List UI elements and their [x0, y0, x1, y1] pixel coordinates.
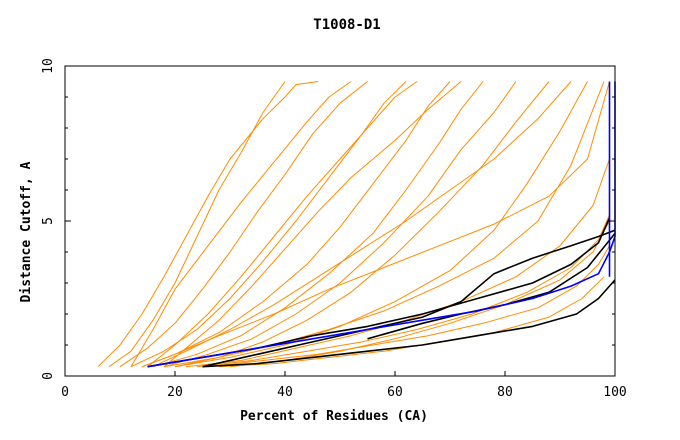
- x-tick-label: 60: [387, 385, 403, 400]
- chart-title: T1008-D1: [313, 17, 380, 33]
- orange-series-line: [174, 81, 588, 368]
- y-tick-label: 5: [41, 217, 56, 225]
- orange-series-line: [152, 81, 572, 368]
- orange-series-line: [130, 81, 352, 367]
- black-series-line: [202, 279, 616, 368]
- x-tick-label: 100: [603, 385, 626, 400]
- plot-frame: [64, 65, 616, 377]
- orange-series-line: [163, 81, 605, 368]
- orange-series-line: [163, 81, 462, 368]
- orange-series-line: [147, 81, 418, 368]
- orange-series-line: [130, 81, 407, 368]
- y-axis-label: Distance Cutoff, A: [19, 161, 34, 302]
- orange-series-line: [141, 81, 451, 368]
- orange-series-line: [207, 245, 610, 368]
- orange-series-line: [229, 220, 610, 368]
- orange-series-line: [185, 158, 610, 368]
- x-tick-label: 40: [277, 385, 293, 400]
- orange-series-line: [97, 81, 319, 368]
- ticks-layer: 0 20 40 60 80 100 0 5 10: [41, 58, 627, 400]
- blue-series-line: [608, 81, 616, 277]
- black-series-line: [202, 229, 616, 368]
- orange-series-line: [152, 81, 484, 368]
- series-layer: [97, 81, 616, 368]
- orange-series-line: [163, 81, 517, 368]
- orange-series-line: [119, 81, 368, 368]
- x-tick-label: 80: [497, 385, 513, 400]
- x-tick-label: 20: [167, 385, 183, 400]
- y-tick-label: 0: [41, 372, 56, 380]
- orange-series-line: [174, 81, 550, 368]
- x-tick-label: 0: [61, 385, 69, 400]
- orange-series-line: [196, 214, 610, 368]
- x-axis-label: Percent of Residues (CA): [240, 409, 428, 424]
- orange-series-line: [141, 81, 610, 368]
- y-tick-label: 10: [41, 58, 56, 74]
- orange-series-line: [108, 81, 286, 368]
